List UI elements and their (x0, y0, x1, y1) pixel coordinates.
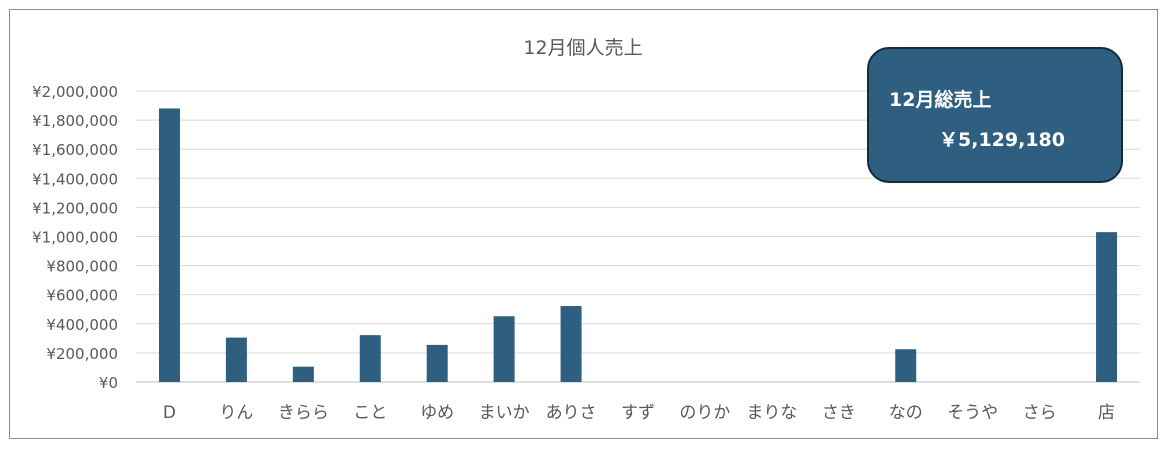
x-tick-label: こと (353, 403, 387, 423)
total-sales-callout: 12月総売上 ￥5,129,180 (867, 47, 1123, 183)
bar (359, 335, 381, 382)
bar (493, 316, 515, 382)
x-tick-label: まりな (746, 403, 797, 423)
x-tick-label: ありさ (546, 403, 597, 423)
x-tick-label: のりか (679, 403, 730, 423)
y-tick-label: ¥1,000,000 (32, 229, 118, 247)
y-tick-label: ¥800,000 (46, 258, 118, 276)
y-tick-label: ¥2,000,000 (32, 83, 118, 101)
x-tick-label: さき (822, 403, 856, 423)
x-tick-label: まいか (479, 403, 530, 423)
bar (560, 306, 582, 382)
bars (158, 108, 1118, 383)
x-tick-label: 店 (1098, 403, 1115, 423)
y-tick-label: ¥600,000 (46, 287, 118, 305)
x-tick-label: ゆめ (420, 403, 454, 423)
y-axis-tick-labels: ¥0 ¥200,000 ¥400,000 ¥600,000 ¥800,000 ¥1,000… (32, 83, 118, 392)
x-tick-label: なの (889, 403, 923, 423)
chart-title: 12月個人売上 (523, 37, 642, 59)
callout-total-value: ￥5,129,180 (939, 129, 1065, 151)
y-tick-label: ¥1,400,000 (32, 170, 118, 188)
y-tick-label: ¥1,800,000 (32, 112, 118, 130)
bar (895, 349, 917, 382)
y-tick-label: ¥200,000 (46, 345, 118, 363)
y-tick-label: ¥1,200,000 (32, 199, 118, 217)
callout-title: 12月総売上 (889, 89, 992, 111)
x-tick-label: きらら (278, 403, 329, 423)
bar (158, 108, 180, 383)
bar (426, 344, 448, 382)
x-tick-label: りん (219, 403, 253, 423)
bar (292, 366, 314, 382)
y-tick-label: ¥0 (99, 374, 118, 392)
x-tick-label: D (163, 403, 176, 423)
x-axis-category-labels: D りん きらら こと ゆめ まいか ありさ すず のりか まりな さき なの そうや さら 店 (163, 403, 1115, 423)
y-tick-label: ¥400,000 (46, 316, 118, 334)
bar (1096, 232, 1118, 382)
bar (225, 337, 247, 382)
y-tick-label: ¥1,600,000 (32, 141, 118, 159)
x-tick-label: さら (1023, 403, 1057, 423)
x-tick-label: そうや (947, 403, 998, 423)
x-tick-label: すず (621, 403, 655, 423)
